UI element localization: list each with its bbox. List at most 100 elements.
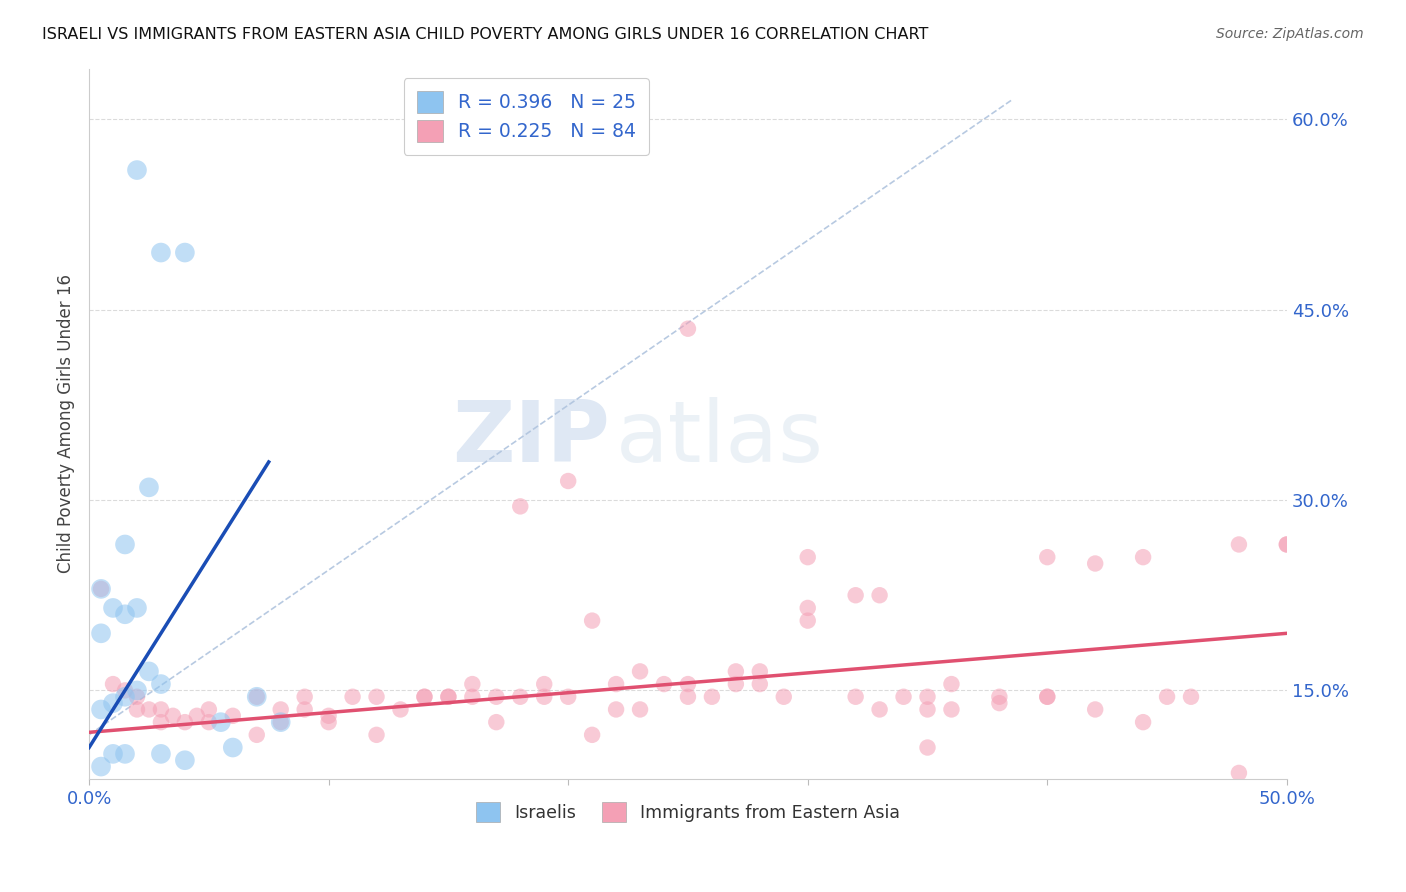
- Point: [114, 690, 136, 704]
- Point: [772, 690, 794, 704]
- Point: [1227, 537, 1250, 551]
- Point: [557, 474, 579, 488]
- Point: [149, 747, 172, 761]
- Point: [222, 740, 245, 755]
- Point: [198, 715, 221, 730]
- Point: [366, 690, 388, 704]
- Point: [90, 759, 112, 773]
- Point: [114, 747, 136, 761]
- Y-axis label: Child Poverty Among Girls Under 16: Child Poverty Among Girls Under 16: [58, 275, 75, 574]
- Point: [125, 163, 148, 178]
- Point: [581, 728, 603, 742]
- Point: [988, 696, 1011, 710]
- Point: [605, 702, 627, 716]
- Text: ISRAELI VS IMMIGRANTS FROM EASTERN ASIA CHILD POVERTY AMONG GIRLS UNDER 16 CORRE: ISRAELI VS IMMIGRANTS FROM EASTERN ASIA …: [42, 27, 928, 42]
- Point: [90, 582, 112, 596]
- Point: [318, 715, 340, 730]
- Point: [1036, 550, 1059, 565]
- Point: [917, 740, 939, 755]
- Point: [1227, 766, 1250, 780]
- Point: [461, 690, 484, 704]
- Point: [796, 550, 818, 565]
- Point: [209, 715, 232, 730]
- Point: [389, 702, 412, 716]
- Point: [174, 753, 197, 767]
- Point: [628, 665, 651, 679]
- Point: [917, 690, 939, 704]
- Point: [533, 677, 555, 691]
- Point: [1275, 537, 1298, 551]
- Point: [845, 690, 868, 704]
- Point: [198, 702, 221, 716]
- Point: [461, 677, 484, 691]
- Point: [162, 708, 184, 723]
- Point: [1084, 702, 1107, 716]
- Point: [437, 690, 460, 704]
- Point: [413, 690, 436, 704]
- Point: [845, 588, 868, 602]
- Point: [101, 677, 124, 691]
- Point: [125, 690, 148, 704]
- Point: [724, 665, 747, 679]
- Text: ZIP: ZIP: [453, 397, 610, 480]
- Point: [1132, 550, 1154, 565]
- Point: [174, 715, 197, 730]
- Point: [101, 696, 124, 710]
- Point: [1180, 690, 1202, 704]
- Point: [174, 245, 197, 260]
- Point: [893, 690, 915, 704]
- Point: [700, 690, 723, 704]
- Point: [724, 677, 747, 691]
- Point: [138, 702, 160, 716]
- Point: [988, 690, 1011, 704]
- Point: [1084, 557, 1107, 571]
- Point: [101, 747, 124, 761]
- Point: [246, 728, 269, 742]
- Point: [114, 607, 136, 622]
- Point: [270, 715, 292, 730]
- Point: [90, 702, 112, 716]
- Point: [605, 677, 627, 691]
- Point: [222, 708, 245, 723]
- Point: [413, 690, 436, 704]
- Point: [366, 728, 388, 742]
- Point: [509, 690, 531, 704]
- Point: [270, 715, 292, 730]
- Point: [90, 582, 112, 596]
- Point: [796, 614, 818, 628]
- Point: [1132, 715, 1154, 730]
- Point: [485, 690, 508, 704]
- Point: [125, 601, 148, 615]
- Point: [941, 677, 963, 691]
- Point: [114, 683, 136, 698]
- Text: atlas: atlas: [616, 397, 824, 480]
- Point: [676, 322, 699, 336]
- Point: [270, 702, 292, 716]
- Point: [90, 626, 112, 640]
- Point: [149, 715, 172, 730]
- Point: [125, 702, 148, 716]
- Point: [101, 601, 124, 615]
- Point: [246, 690, 269, 704]
- Point: [796, 601, 818, 615]
- Text: Source: ZipAtlas.com: Source: ZipAtlas.com: [1216, 27, 1364, 41]
- Point: [581, 614, 603, 628]
- Point: [246, 690, 269, 704]
- Point: [186, 708, 208, 723]
- Point: [1036, 690, 1059, 704]
- Point: [125, 683, 148, 698]
- Point: [437, 690, 460, 704]
- Point: [628, 702, 651, 716]
- Point: [676, 690, 699, 704]
- Point: [869, 702, 891, 716]
- Point: [138, 665, 160, 679]
- Point: [294, 702, 316, 716]
- Point: [652, 677, 675, 691]
- Legend: Israelis, Immigrants from Eastern Asia: Israelis, Immigrants from Eastern Asia: [464, 790, 912, 835]
- Point: [748, 677, 770, 691]
- Point: [941, 702, 963, 716]
- Point: [149, 677, 172, 691]
- Point: [869, 588, 891, 602]
- Point: [509, 500, 531, 514]
- Point: [917, 702, 939, 716]
